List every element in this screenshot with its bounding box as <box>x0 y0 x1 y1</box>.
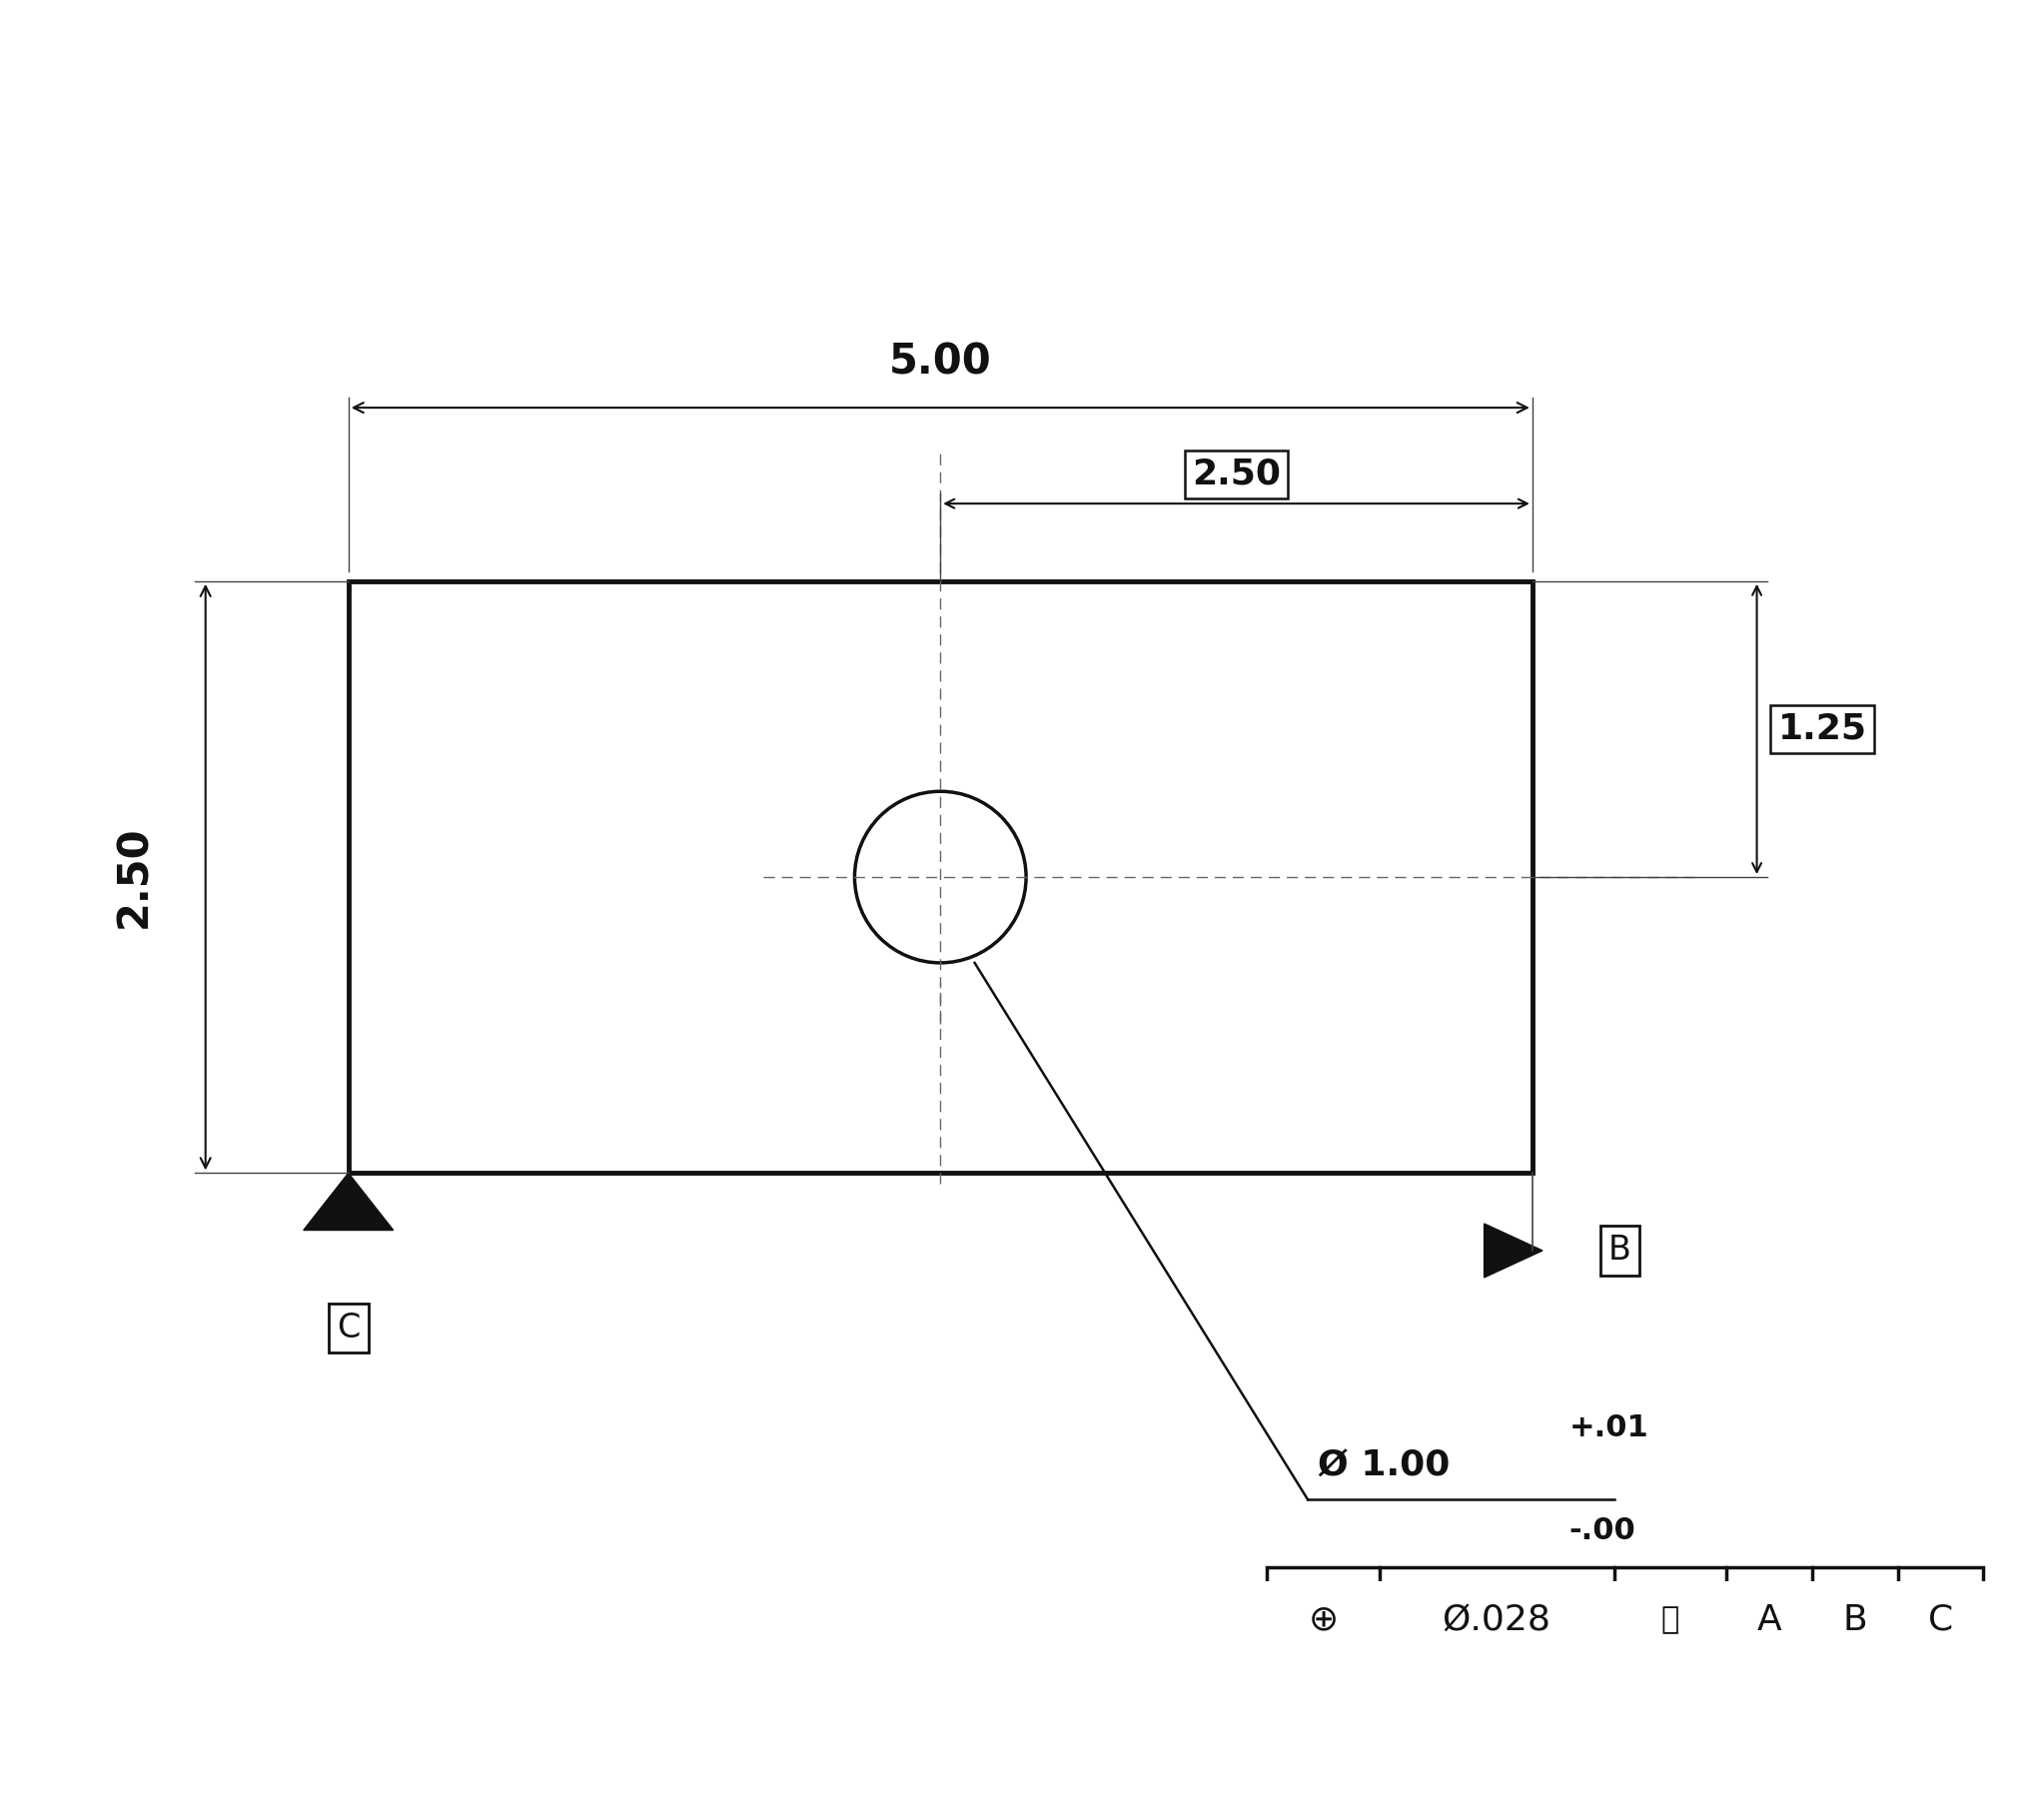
Text: 5.00: 5.00 <box>889 341 991 382</box>
Text: Ø.028: Ø.028 <box>1443 1603 1551 1637</box>
Text: ⓜ: ⓜ <box>1662 1605 1680 1635</box>
Text: A: A <box>1756 1603 1782 1637</box>
Text: 2.50: 2.50 <box>112 826 155 928</box>
Text: B: B <box>1609 1235 1631 1267</box>
Polygon shape <box>303 1172 392 1230</box>
Text: B: B <box>1842 1603 1866 1637</box>
Bar <box>347 582 1533 1172</box>
Text: ⊕: ⊕ <box>1308 1603 1339 1637</box>
Bar <box>1267 1567 1983 1673</box>
Text: +.01: +.01 <box>1570 1413 1650 1443</box>
Text: Ø 1.00: Ø 1.00 <box>1318 1449 1451 1483</box>
Text: C: C <box>1927 1603 1954 1637</box>
Text: C: C <box>337 1312 360 1344</box>
Text: -.00: -.00 <box>1570 1517 1635 1545</box>
Text: 2.50: 2.50 <box>1192 458 1282 492</box>
Polygon shape <box>1484 1224 1543 1278</box>
Text: 1.25: 1.25 <box>1778 713 1866 747</box>
